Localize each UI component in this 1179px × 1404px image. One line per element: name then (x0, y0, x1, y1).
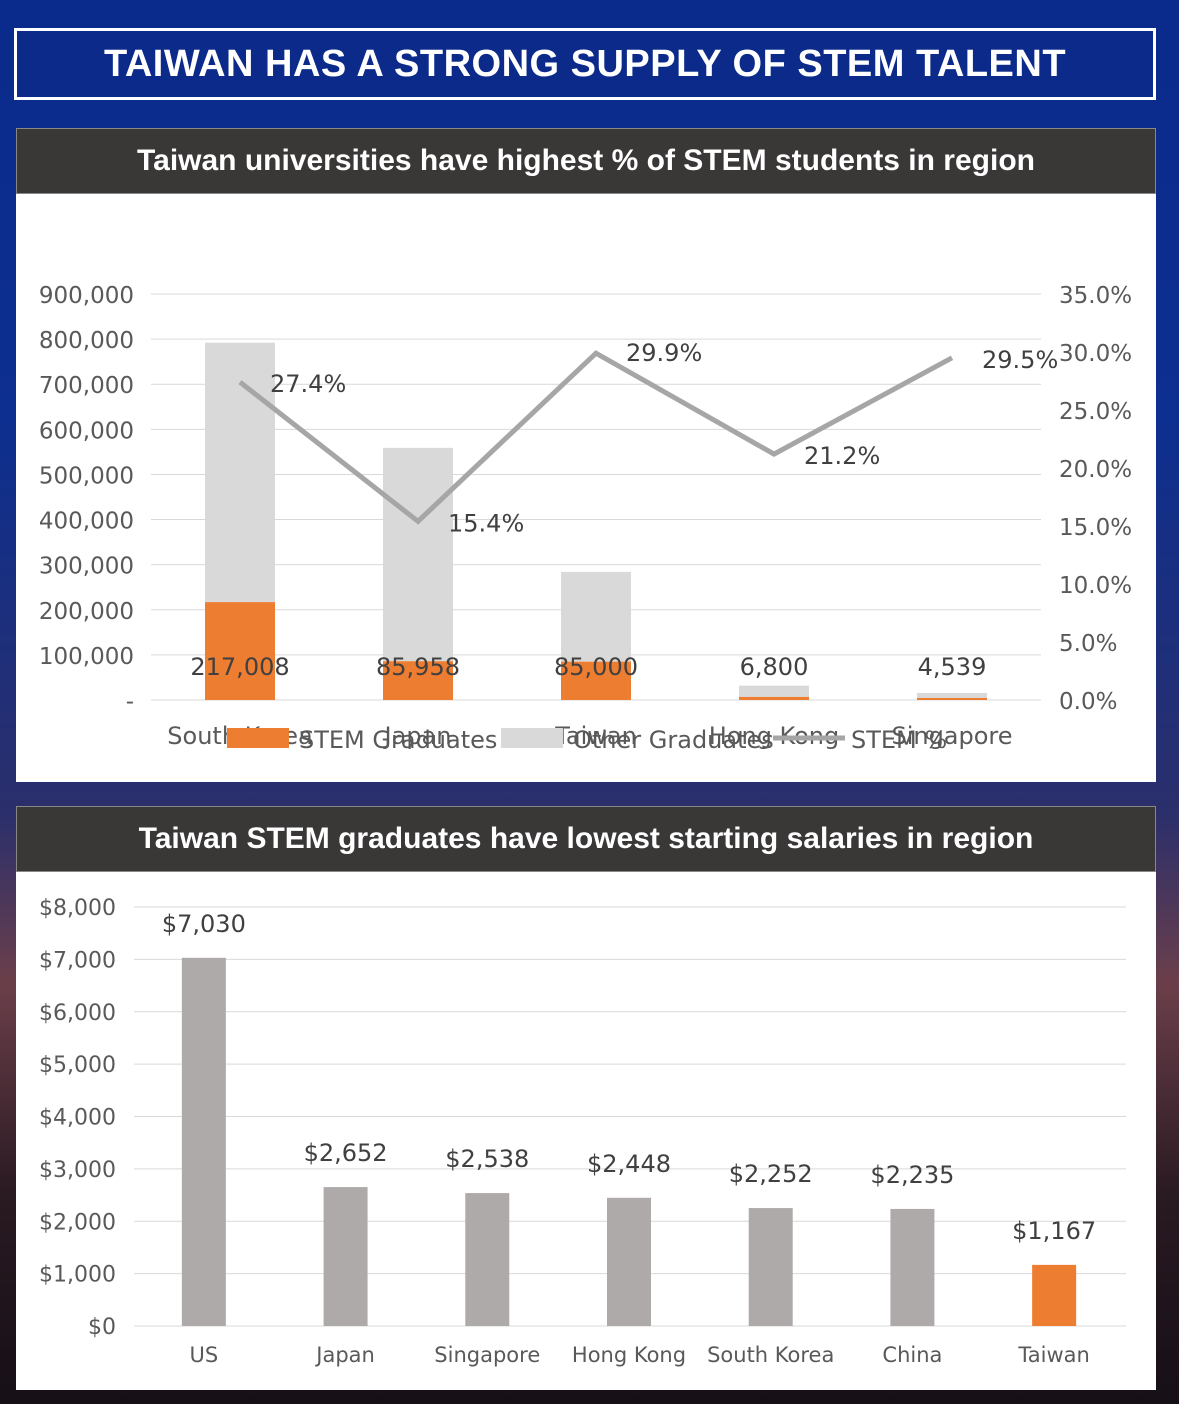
stem-percent-label: 29.5% (982, 346, 1058, 374)
y-tick-label: 600,000 (39, 418, 134, 444)
stem-percent-label: 29.9% (626, 339, 702, 367)
stem-graduates-bar (561, 661, 631, 700)
chart2-title: Taiwan STEM graduates have lowest starti… (16, 806, 1156, 872)
x-category-label: Japan (383, 722, 452, 750)
legend-other-label: Other Graduates (573, 726, 774, 754)
y-tick-label: $1,000 (39, 1263, 116, 1288)
y2-tick-label: 30.0% (1059, 341, 1132, 367)
y2-tick-label: 15.0% (1059, 515, 1132, 541)
y-tick-label: 800,000 (39, 328, 134, 354)
chart1-title: Taiwan universities have highest % of ST… (16, 128, 1156, 194)
stem-value-label: 85,958 (376, 653, 460, 681)
y-tick-label: 400,000 (39, 509, 134, 535)
legend-other-swatch (501, 728, 563, 748)
y-tick-label: $8,000 (39, 896, 116, 921)
stem-graduates-bar (383, 661, 453, 700)
salary-bar (607, 1197, 651, 1326)
salary-bar (748, 1208, 793, 1326)
stem-value-label: 4,539 (918, 653, 987, 681)
stem-share-chart: - 100,000 200,000 300,000 400,000 500,000 600,… (39, 283, 1132, 754)
y-tick-label: - (126, 689, 134, 715)
y2-tick-label: 25.0% (1059, 399, 1132, 425)
y-tick-label: $0 (88, 1315, 116, 1340)
page-banner: TAIWAN HAS A STRONG SUPPLY OF STEM TALEN… (14, 28, 1156, 100)
x-category-label: Singapore (891, 722, 1012, 750)
salary-bar (465, 1193, 510, 1326)
y-tick-label: $4,000 (39, 1106, 116, 1131)
y2-tick-label: 5.0% (1059, 631, 1117, 657)
x-category-label: China (882, 1343, 942, 1367)
stem-percent-line (238, 350, 954, 525)
y-tick-label: $2,000 (39, 1210, 116, 1235)
x-category-label: Taiwan (554, 722, 637, 750)
salary-value-label: $2,235 (870, 1161, 954, 1189)
stem-graduates-bar (205, 602, 275, 700)
x-category-label: US (190, 1343, 219, 1367)
y-tick-label: 700,000 (39, 373, 134, 399)
x-category-label: Hong Kong (572, 1343, 686, 1367)
x-category-label: Singapore (434, 1343, 540, 1367)
y-tick-label: $6,000 (39, 1001, 116, 1026)
salary-bar (890, 1208, 935, 1326)
stem-share-panel: Taiwan universities have highest % of ST… (16, 128, 1156, 782)
y-tick-label: 200,000 (39, 599, 134, 625)
salary-value-label: $2,448 (587, 1150, 671, 1178)
salary-value-label: $2,252 (729, 1160, 813, 1188)
other-graduates-bar (917, 692, 987, 698)
salary-bar (323, 1187, 368, 1326)
salary-chart: $0 $1,000 $2,000 $3,000 $4,000 $5,000 $6,000 $7… (39, 896, 1126, 1367)
x-category-label: Japan (314, 1343, 375, 1367)
y2-tick-label: 10.0% (1059, 573, 1132, 599)
stem-percent-label: 21.2% (804, 442, 880, 470)
y-tick-label: $5,000 (39, 1053, 116, 1078)
salary-value-label: $2,538 (445, 1145, 529, 1173)
stem-value-label: 217,008 (190, 653, 289, 681)
stem-value-label: 85,000 (554, 653, 638, 681)
x-category-label: Taiwan (1017, 1343, 1089, 1367)
legend-stem-label: STEM Graduates (299, 726, 497, 754)
legend-line-label: STEM % (851, 726, 947, 754)
salary-bar (181, 957, 226, 1326)
y-tick-label: $3,000 (39, 1158, 116, 1183)
page-title: TAIWAN HAS A STRONG SUPPLY OF STEM TALEN… (103, 42, 1067, 85)
salary-value-label: $1,167 (1012, 1217, 1096, 1245)
stem-percent-label: 27.4% (270, 370, 346, 398)
other-graduates-bar (383, 447, 453, 662)
stem-value-label: 6,800 (740, 653, 809, 681)
stem-percent-label: 15.4% (448, 509, 524, 537)
y-tick-label: $7,000 (39, 948, 116, 973)
salary-value-label: $7,030 (162, 910, 246, 938)
other-graduates-bar (739, 685, 809, 697)
y2-tick-label: 20.0% (1059, 457, 1132, 483)
y2-tick-label: 0.0% (1059, 689, 1117, 715)
y-tick-label: 100,000 (39, 644, 134, 670)
other-graduates-bar (205, 342, 275, 603)
salary-bar (1032, 1264, 1077, 1326)
legend-stem-swatch (227, 728, 289, 748)
x-category-label: South Korea (707, 1343, 834, 1367)
y-tick-label: 500,000 (39, 463, 134, 489)
salary-panel: Taiwan STEM graduates have lowest starti… (16, 806, 1156, 1390)
stem-graduates-bar (739, 696, 809, 700)
y-tick-label: 300,000 (39, 554, 134, 580)
salary-value-label: $2,652 (304, 1139, 388, 1167)
stem-graduates-bar (917, 697, 987, 700)
y-tick-label: 900,000 (39, 283, 134, 309)
other-graduates-bar (561, 571, 631, 662)
y2-tick-label: 35.0% (1059, 283, 1132, 309)
